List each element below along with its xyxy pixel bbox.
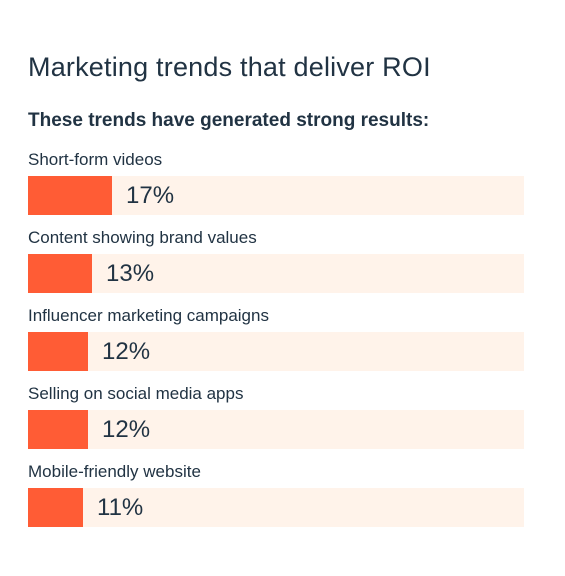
bar-row: Influencer marketing campaigns 12%: [28, 306, 524, 384]
value-label: 17%: [126, 182, 175, 209]
category-label: Content showing brand values: [28, 228, 257, 247]
bar: [28, 176, 112, 215]
bar: [28, 488, 83, 527]
bar: [28, 254, 92, 293]
bar-track: 13%: [28, 254, 524, 293]
value-label: 12%: [102, 338, 151, 365]
value-label: 11%: [97, 494, 144, 521]
bar-row: Selling on social media apps 12%: [28, 384, 524, 462]
category-label: Influencer marketing campaigns: [28, 306, 269, 325]
bar-track: 12%: [28, 410, 524, 449]
category-label: Short-form videos: [28, 150, 163, 169]
category-label: Selling on social media apps: [28, 384, 244, 403]
value-label: 12%: [102, 416, 151, 443]
bar-row: Short-form videos 17%: [28, 150, 524, 228]
bar-row: Content showing brand values 13%: [28, 228, 524, 306]
bar-rows: Short-form videos 17% Content showing bran…: [28, 150, 524, 540]
bar: [28, 410, 88, 449]
chart-subtitle: These trends have generated strong resul…: [28, 110, 430, 131]
bar: [28, 332, 88, 371]
value-label: 13%: [106, 260, 155, 287]
bar-track: 17%: [28, 176, 524, 215]
bar-track: 11%: [28, 488, 524, 527]
bar-track: 12%: [28, 332, 524, 371]
bar-row: Mobile-friendly website 11%: [28, 462, 524, 540]
chart-title: Marketing trends that deliver ROI: [28, 52, 431, 82]
category-label: Mobile-friendly website: [28, 462, 201, 481]
